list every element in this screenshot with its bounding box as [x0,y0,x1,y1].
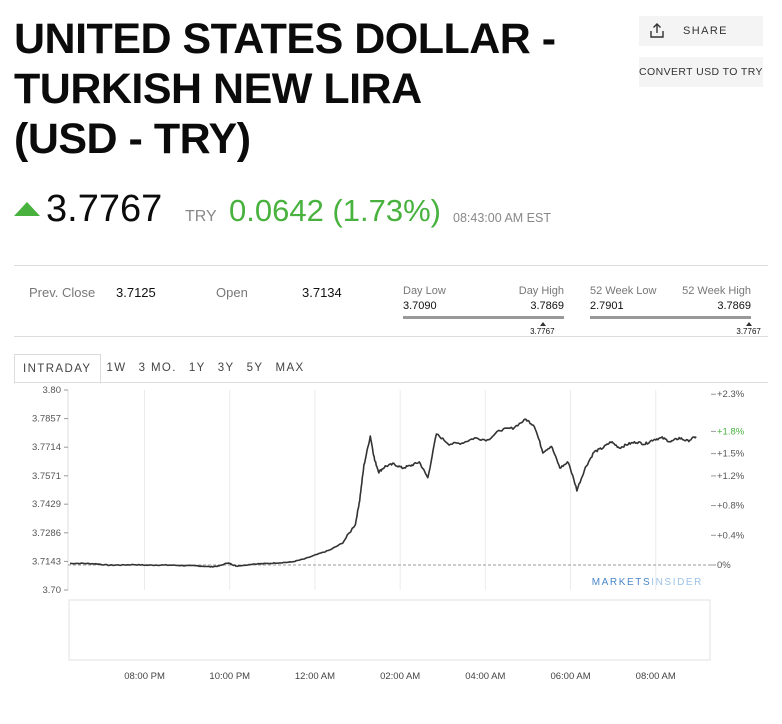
tab-max[interactable]: MAX [275,362,305,374]
tab-3mo[interactable]: 3 MO. [138,362,177,374]
y-tick-label: 3.7857 [32,414,61,425]
tabs-divider [14,382,768,383]
tab-intraday[interactable]: INTRADAY [14,354,101,384]
week52-high-label: 52 Week High [682,285,751,297]
week52-range-bar [590,316,751,319]
intraday-chart[interactable]: 3.80 3.7857 3.7714 3.7571 3.7429 3.7286 3.7143… [0,382,782,682]
open-value: 3.7134 [302,285,342,300]
week52-low-value: 2.7901 [590,300,624,312]
volume-panel [68,599,711,661]
y-tick-label: 3.80 [43,385,62,396]
x-tick-label: 06:00 AM [550,671,590,682]
y-right-tick-label: +1.2% [717,471,745,482]
y-right-tick-label: 0% [717,560,731,571]
share-button[interactable]: SHARE [639,16,763,46]
x-tick-label: 10:00 PM [209,671,250,682]
week52-low-label: 52 Week Low [590,285,657,297]
day-range-bar [403,316,564,319]
title-line: TURKISH NEW LIRA [14,65,422,113]
open-label: Open [216,285,248,300]
tab-3y[interactable]: 3Y [217,362,235,374]
markets-insider-logo: MARKETSINSIDER [592,577,703,588]
y-tick-label: 3.7714 [32,442,61,453]
week52-range-marker-icon [746,322,753,326]
day-high-label: Day High [518,285,564,297]
divider [14,336,768,337]
share-icon [650,23,664,38]
quote-price: 3.7767 [46,188,163,230]
week52-range-marker-value: 3.7767 [736,327,761,336]
divider [14,265,768,266]
tab-1w[interactable]: 1W [106,362,127,374]
day-low-label: Day Low [403,285,446,297]
quote-change: 0.0642 (1.73%) [229,193,441,228]
convert-usd-to-try-button[interactable]: CONVERT USD TO TRY [639,57,763,87]
y-tick-label: 3.7143 [32,556,61,567]
prev-close-value: 3.7125 [116,285,156,300]
logo-part: INSIDER [651,577,703,588]
y-right-tick-label: +0.4% [717,530,745,541]
price-line [70,418,697,568]
y-tick-label: 3.7286 [32,528,61,539]
share-label: SHARE [683,25,728,37]
day-range-marker-icon [540,322,547,326]
tab-5y[interactable]: 5Y [246,362,264,374]
logo-part: MARKETS [592,577,652,588]
day-high-value: 3.7869 [530,300,564,312]
prev-close-label: Prev. Close [29,285,96,300]
x-tick-label: 12:00 AM [295,671,335,682]
y-tick-label: 3.70 [43,585,62,596]
y-right-tick-label: +0.8% [717,501,745,512]
y-right-tick-label: +1.8% [717,426,745,437]
x-tick-label: 08:00 AM [636,671,676,682]
chart-range-tabs: INTRADAY 1W 3 MO. 1Y 3Y 5Y MAX [14,354,311,384]
y-tick-label: 3.7571 [32,471,61,482]
quote-time: 08:43:00 AM EST [453,211,551,225]
tab-1y[interactable]: 1Y [188,362,206,374]
title-line: (USD - TRY) [14,115,251,163]
y-tick-label: 3.7429 [32,499,61,510]
y-right-tick-label: +1.5% [717,449,745,460]
arrow-up-icon [14,202,40,216]
day-range-marker-value: 3.7767 [530,327,555,336]
title-line: UNITED STATES DOLLAR - [14,15,556,63]
y-right-tick-label: +2.3% [717,389,745,400]
day-low-value: 3.7090 [403,300,437,312]
x-tick-label: 08:00 PM [124,671,165,682]
x-tick-label: 02:00 AM [380,671,420,682]
x-tick-label: 04:00 AM [465,671,505,682]
page-title: UNITED STATES DOLLAR - TURKISH NEW LIRA … [14,14,614,164]
week52-high-value: 3.7869 [717,300,751,312]
quote-currency: TRY [185,208,217,225]
